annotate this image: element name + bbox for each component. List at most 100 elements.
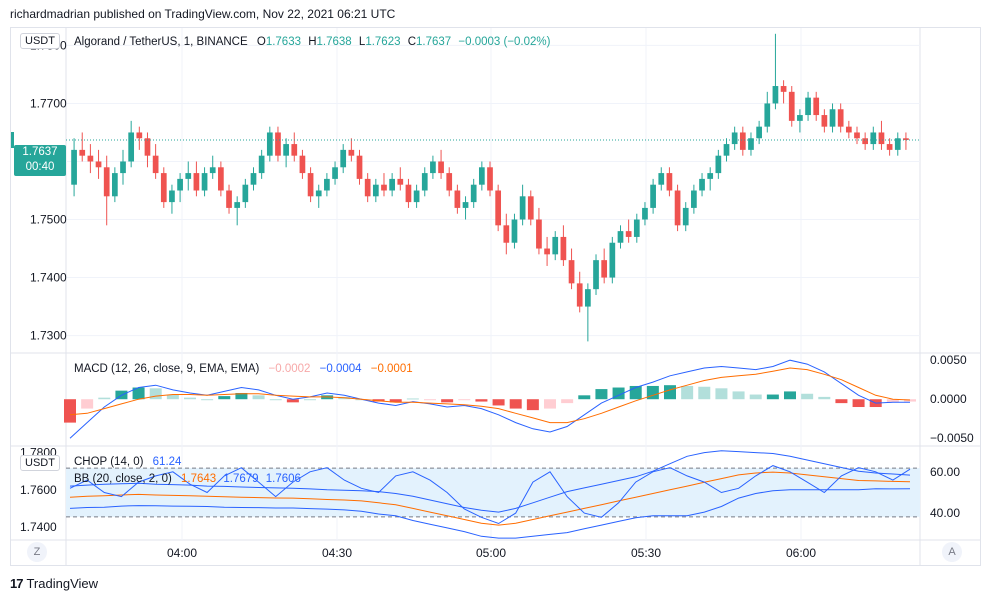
- candle-body: [397, 178, 404, 185]
- candle-body: [487, 167, 493, 191]
- bb-title[interactable]: BB (20, close, 2, 0): [74, 473, 172, 485]
- c-label: C: [407, 36, 417, 48]
- candle-body: [291, 144, 298, 156]
- candle-body: [756, 126, 762, 139]
- bb-basis-line: [69, 471, 911, 526]
- macd-histogram-bar: [544, 399, 556, 409]
- price-tick-label: 1.7500: [30, 213, 67, 227]
- candle-body: [324, 178, 330, 191]
- candle-body: [593, 260, 599, 290]
- currency-badge-chop[interactable]: USDT: [20, 455, 60, 471]
- candle-body: [739, 132, 746, 150]
- candle-body: [658, 173, 665, 185]
- candle-body: [283, 144, 289, 156]
- chart-frame: [10, 27, 981, 566]
- macd-histogram-bar: [612, 387, 625, 400]
- candle-body: [845, 126, 852, 133]
- bb-upper-line: [69, 450, 911, 513]
- candle-body: [136, 132, 143, 139]
- bb-legend: BB (20, close, 2, 0) 1.7643 1.7679 1.760…: [74, 473, 301, 485]
- currency-badge-main[interactable]: USDT: [20, 33, 60, 49]
- timezone-button[interactable]: Z: [27, 542, 47, 562]
- macd-histogram-bar: [235, 392, 248, 400]
- macd-histogram-bar: [269, 399, 282, 401]
- macd-histogram-bar: [595, 389, 608, 400]
- candle-body: [454, 190, 461, 208]
- candle-body: [185, 173, 192, 179]
- candle-body: [854, 132, 860, 139]
- candle-body: [576, 283, 583, 307]
- macd-histogram-bar: [784, 391, 796, 400]
- tradingview-logo-icon: 17: [10, 576, 24, 591]
- candle-body: [381, 184, 387, 191]
- footer-brand[interactable]: TradingView: [26, 576, 99, 591]
- l-value: 1.7623: [365, 36, 401, 48]
- macd-tick-label: 0.0050: [930, 353, 967, 367]
- candle-body: [193, 173, 200, 191]
- candle-body: [903, 138, 909, 141]
- time-tick-label: 05:00: [476, 546, 506, 560]
- candle-body: [780, 86, 787, 92]
- candle-body: [87, 155, 94, 162]
- h-label: H: [308, 36, 317, 48]
- macd-histogram-bar: [304, 399, 316, 401]
- macd-histogram-bar: [132, 387, 145, 400]
- chop-title[interactable]: CHOP (14, 0): [74, 456, 144, 468]
- candle-body: [723, 144, 730, 156]
- candle-body: [421, 173, 428, 191]
- candle-body: [177, 178, 183, 191]
- candle-body: [764, 103, 771, 127]
- macd-histogram-bar: [424, 399, 436, 401]
- last-price-marker: [11, 132, 14, 149]
- candle-body: [821, 115, 828, 127]
- candle-body: [511, 219, 518, 243]
- candle-body: [438, 161, 444, 174]
- candle-body: [650, 184, 656, 208]
- candle-body: [503, 225, 510, 243]
- candle-body: [364, 178, 371, 197]
- candle-body: [413, 190, 420, 203]
- time-tick-label: 05:30: [631, 546, 661, 560]
- bb-upper-value: 1.7679: [223, 473, 259, 485]
- candle-body: [160, 173, 167, 203]
- candle-body: [625, 231, 632, 237]
- chop-legend: CHOP (14, 0) 61.24: [74, 456, 181, 468]
- candle-body: [568, 260, 575, 284]
- macd-histogram-bar: [149, 388, 162, 400]
- symbol-title[interactable]: Algorand / TetherUS, 1, BINANCE: [74, 36, 248, 48]
- macd-line: [69, 359, 910, 439]
- macd-histogram-bar: [458, 399, 471, 401]
- candle-body: [715, 155, 722, 174]
- macd-histogram-bar: [98, 397, 111, 400]
- candle-body: [258, 155, 265, 174]
- candle-body: [299, 155, 306, 174]
- candle-body: [446, 173, 453, 191]
- candle-body: [527, 196, 534, 220]
- macd-legend: MACD (12, 26, close, 9, EMA, EMA) −0.000…: [74, 363, 413, 375]
- o-value: 1.7633: [265, 36, 301, 48]
- macd-histogram-bar: [492, 399, 505, 406]
- auto-scale-button[interactable]: A: [942, 542, 962, 562]
- candle-body: [234, 202, 241, 208]
- candle-body: [495, 190, 502, 226]
- candle-body: [674, 190, 681, 226]
- candle-body: [275, 132, 281, 156]
- candle-body: [731, 132, 738, 145]
- candle-body: [430, 161, 436, 174]
- macd-histogram-bar: [886, 399, 899, 403]
- publish-line: richardmadrian published on TradingView.…: [10, 7, 396, 21]
- price-tick-label: 1.7700: [30, 96, 67, 110]
- macd-histogram-bar: [184, 397, 196, 400]
- candle-body: [870, 132, 877, 145]
- macd-histogram-bar: [749, 394, 762, 400]
- candle-body: [772, 86, 779, 104]
- candle-body: [340, 149, 347, 168]
- macd-histogram-bar: [406, 398, 419, 400]
- macd-histogram-bar: [509, 399, 522, 409]
- candle-body: [201, 173, 208, 191]
- macd-title[interactable]: MACD (12, 26, close, 9, EMA, EMA): [74, 363, 260, 375]
- bb-price-tick-label: 1.7400: [20, 520, 57, 534]
- bar-countdown: 00:40: [25, 161, 55, 173]
- candle-body: [372, 184, 379, 197]
